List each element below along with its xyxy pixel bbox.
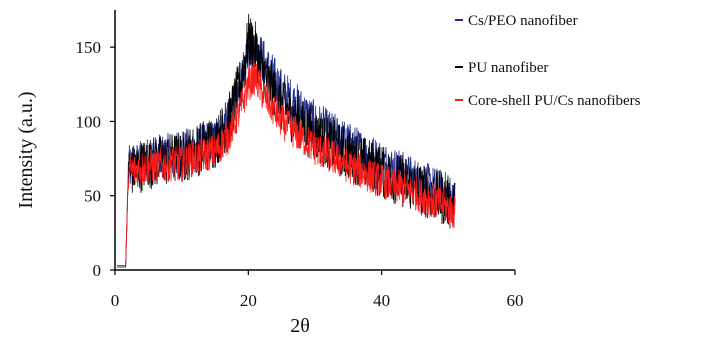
series-layer (117, 13, 456, 268)
x-tick-label-1: 20 (240, 291, 257, 310)
x-tick-label-2: 40 (373, 291, 390, 310)
series-line-1 (117, 13, 456, 268)
y-tick-label-0: 0 (93, 261, 102, 280)
series-line-2 (117, 60, 456, 266)
legend-label-0: Cs/PEO nanofiber (468, 13, 578, 29)
x-tick-label-0: 0 (111, 291, 120, 310)
y-tick-label-1: 50 (84, 187, 101, 206)
legend-label-2: Core-shell PU/Cs nanofibers (468, 93, 641, 109)
ticks-layer: 0 20 40 60 0 50 100 150 (76, 38, 524, 310)
x-tick-label-3: 60 (507, 291, 524, 310)
legend-label-1: PU nanofiber (468, 60, 548, 76)
y-axis-title: Intensity (a.u.) (15, 91, 37, 208)
y-tick-label-3: 150 (76, 38, 102, 57)
x-axis-title: 2θ (290, 315, 310, 337)
y-tick-label-2: 100 (76, 112, 102, 131)
legend: Cs/PEO nanofiber PU nanofiber Core-shell P… (455, 13, 641, 109)
